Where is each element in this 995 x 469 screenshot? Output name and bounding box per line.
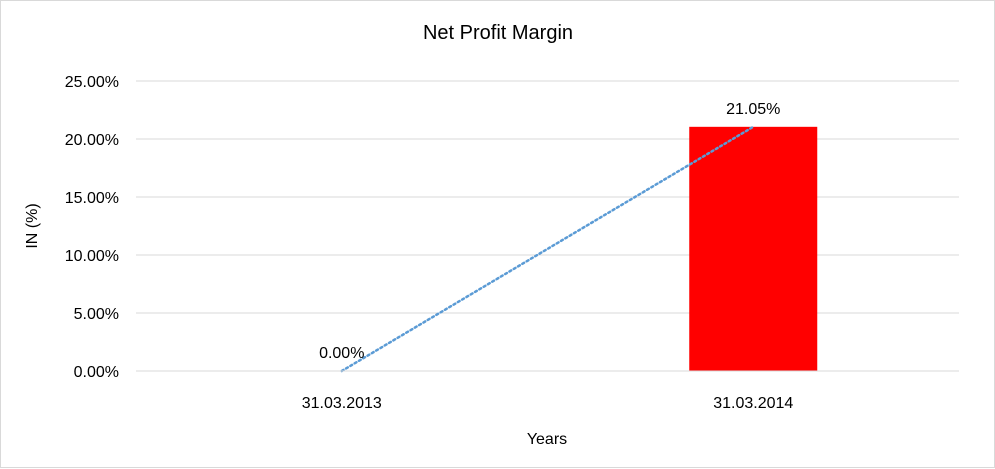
gridlines (136, 80, 959, 314)
x-tick-label: 31.03.2013 (302, 395, 382, 412)
y-axis-title: IN (%) (24, 203, 41, 248)
y-tick-label: 5.00% (74, 306, 119, 323)
trendline (340, 125, 755, 373)
bars (689, 126, 818, 371)
y-tick-label: 25.00% (65, 74, 119, 91)
y-tick-label: 15.00% (65, 190, 119, 207)
bar (689, 126, 818, 371)
x-tick-label: 31.03.2014 (713, 395, 793, 412)
data-labels: 0.00% 21.05% (319, 101, 780, 362)
x-axis-ticks: 31.03.2013 31.03.2014 (302, 395, 794, 412)
y-tick-label: 20.00% (65, 132, 119, 149)
y-axis-ticks: 0.00% 5.00% 10.00% 15.00% 20.00% 25.00% (65, 74, 119, 381)
data-label: 21.05% (726, 101, 780, 118)
y-tick-label: 0.00% (74, 364, 119, 381)
x-axis-title: Years (527, 431, 567, 448)
data-label: 0.00% (319, 345, 364, 362)
chart-title: Net Profit Margin (423, 22, 573, 44)
trendline-path (340, 125, 755, 373)
y-tick-label: 10.00% (65, 248, 119, 265)
